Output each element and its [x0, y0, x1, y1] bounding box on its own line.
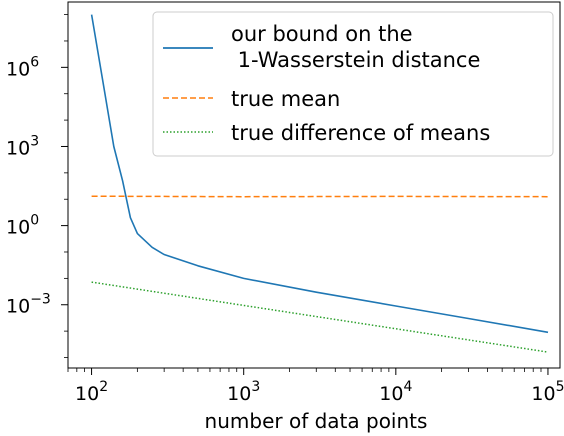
x-tick-label: 104 — [379, 379, 412, 405]
axis-ticks: 102 103 104 105 10−3 100 103 106 — [6, 14, 564, 405]
legend: our bound on the 1-Wasserstein distance t… — [152, 11, 554, 157]
series-lines — [90, 14, 549, 353]
legend-label-2: true mean — [231, 87, 340, 111]
y-tick-label: 100 — [6, 213, 39, 239]
series-line-2 — [91, 195, 549, 198]
y-tick-label: 106 — [6, 54, 39, 80]
plot-frame — [67, 1, 561, 369]
x-tick-label: 105 — [531, 379, 564, 405]
y-tick-label: 103 — [6, 133, 39, 159]
legend-label-3: true difference of means — [231, 121, 490, 145]
y-tick-label: 10−3 — [6, 292, 51, 318]
legend-label-1: our bound on the 1-Wasserstein distance — [231, 22, 480, 72]
legend-frame — [152, 11, 554, 157]
x-tick-label: 102 — [75, 379, 108, 405]
x-tick-label: 103 — [227, 379, 260, 405]
x-axis-label: number of data points — [205, 409, 428, 433]
series-line-1 — [90, 14, 549, 334]
